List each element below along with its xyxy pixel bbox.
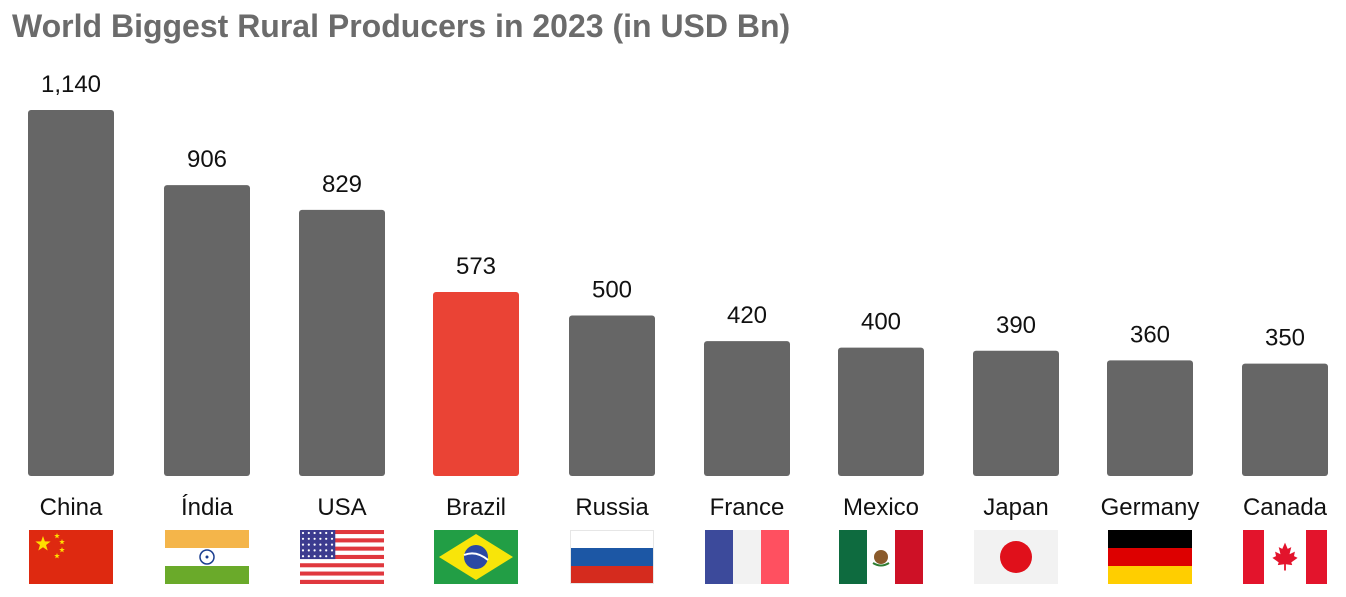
category-label-germany: Germany (1101, 494, 1200, 521)
category-label-brazil: Brazil (446, 494, 506, 521)
bar-germany (1107, 360, 1193, 476)
value-labels-group: 1,140 906 829 573 500 420 400 390 360 350 (41, 71, 1305, 352)
france-flag-icon (705, 530, 789, 584)
value-label-china: 1,140 (41, 71, 101, 98)
category-label-russia: Russia (575, 494, 649, 521)
value-label-usa: 829 (322, 171, 362, 198)
flags-group (29, 530, 1327, 584)
bar-russia (569, 315, 655, 476)
category-label-france: France (710, 494, 785, 521)
bars-group (28, 110, 1328, 477)
category-label-china: China (40, 494, 103, 521)
value-label-japan: 390 (996, 312, 1036, 339)
value-label-india: 906 (187, 146, 227, 173)
japan-flag-icon (974, 530, 1058, 584)
category-label-japan: Japan (983, 494, 1048, 521)
india-flag-icon (165, 530, 249, 584)
value-label-germany: 360 (1130, 321, 1170, 348)
bar-brazil (433, 292, 519, 476)
category-label-mexico: Mexico (843, 494, 919, 521)
bar-india (164, 185, 250, 476)
china-flag-icon (29, 530, 113, 584)
value-label-russia: 500 (592, 276, 632, 303)
bar-france (704, 341, 790, 476)
russia-flag-icon (570, 530, 654, 584)
category-labels-group: China Índia USA Brazil Russia France Mexico Jap… (40, 494, 1328, 521)
canada-flag-icon (1243, 530, 1327, 584)
value-label-mexico: 400 (861, 309, 901, 336)
category-label-usa: USA (317, 494, 366, 521)
bar-canada (1242, 363, 1328, 476)
value-label-canada: 350 (1265, 325, 1305, 352)
bar-china (28, 110, 114, 476)
bar-mexico (838, 347, 924, 476)
usa-flag-icon (300, 530, 384, 584)
bar-usa (299, 209, 385, 477)
chart-title: World Biggest Rural Producers in 2023 (i… (12, 8, 791, 44)
bar-japan (973, 350, 1059, 476)
mexico-flag-icon (839, 530, 923, 584)
value-label-brazil: 573 (456, 253, 496, 280)
value-label-france: 420 (727, 302, 767, 329)
germany-flag-icon (1108, 530, 1192, 584)
brazil-flag-icon (434, 530, 518, 584)
category-label-canada: Canada (1243, 494, 1328, 521)
category-label-india: Índia (181, 494, 234, 521)
